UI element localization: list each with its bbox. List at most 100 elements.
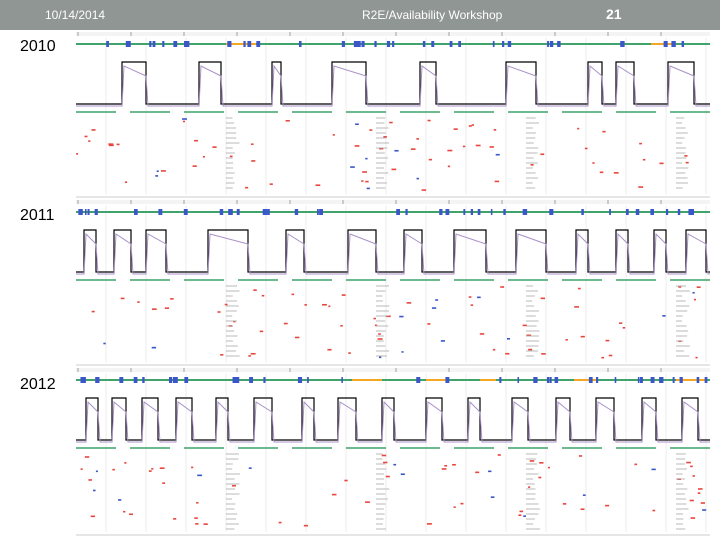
status-marker [620, 41, 625, 47]
event-marker [697, 492, 701, 494]
status-marker [247, 41, 252, 47]
event-marker [137, 301, 140, 303]
fill-trace [76, 397, 710, 441]
event-marker [479, 333, 485, 335]
event-marker [151, 346, 157, 349]
event-marker [696, 286, 701, 288]
event-marker [686, 461, 691, 464]
status-marker [133, 377, 138, 383]
status-marker [614, 377, 617, 383]
tick-strip [76, 32, 710, 36]
slide-header: 10/14/2014 R2E/Availability Workshop 21 [0, 0, 720, 30]
status-marker [78, 209, 83, 215]
event-marker [619, 322, 623, 324]
event-marker [622, 327, 626, 329]
event-marker [578, 455, 583, 457]
event-marker [574, 306, 579, 308]
event-marker [416, 138, 420, 140]
event-marker [684, 155, 688, 157]
status-marker [80, 377, 84, 383]
fill-trace [76, 229, 710, 273]
event-marker [124, 181, 128, 184]
timeline-panel-2011 [76, 200, 710, 368]
status-marker [659, 377, 664, 383]
status-marker [236, 209, 240, 215]
event-marker [322, 303, 327, 306]
event-marker [348, 352, 351, 354]
status-marker [470, 209, 473, 215]
status-marker [463, 209, 466, 215]
event-marker [440, 340, 446, 342]
event-marker [365, 501, 370, 503]
event-marker [490, 496, 495, 498]
status-marker [262, 209, 268, 215]
status-marker [162, 41, 165, 47]
event-marker [118, 499, 122, 501]
event-marker [477, 296, 481, 299]
event-marker [599, 171, 604, 174]
event-marker [344, 479, 348, 482]
event-marker [526, 334, 532, 337]
event-marker [659, 162, 664, 165]
status-marker [221, 209, 224, 215]
event-marker [690, 517, 696, 519]
event-marker [377, 338, 383, 340]
status-marker [149, 41, 152, 47]
event-marker [540, 297, 546, 300]
event-marker [399, 315, 404, 318]
status-marker [405, 209, 408, 215]
event-marker [539, 462, 544, 464]
event-marker [103, 342, 106, 345]
status-marker [298, 41, 302, 47]
status-marker [416, 377, 420, 383]
event-marker [427, 119, 431, 122]
event-marker [253, 289, 257, 291]
event-marker [229, 155, 233, 158]
event-marker [500, 286, 505, 288]
timeline-panel-2012 [76, 368, 710, 538]
event-marker [427, 323, 431, 325]
status-marker [386, 41, 391, 47]
event-marker [108, 143, 114, 145]
status-marker [84, 209, 87, 215]
status-marker [392, 41, 395, 47]
event-marker [605, 504, 610, 507]
status-marker [549, 377, 552, 383]
event-marker [90, 515, 96, 518]
timeline-plot-2012 [76, 368, 710, 536]
status-marker [307, 377, 309, 383]
status-marker [681, 41, 685, 47]
event-marker [245, 186, 249, 189]
event-marker [369, 129, 373, 131]
event-marker [116, 143, 120, 146]
event-marker [652, 509, 656, 512]
event-marker [294, 336, 300, 339]
event-marker [700, 502, 706, 504]
event-marker [695, 356, 698, 359]
status-marker [445, 377, 450, 383]
event-marker [693, 298, 696, 301]
event-marker [447, 165, 451, 168]
event-marker [452, 463, 456, 466]
status-marker [319, 209, 323, 215]
event-marker [332, 134, 335, 136]
status-marker [106, 41, 109, 47]
event-marker [540, 153, 545, 156]
status-marker [297, 377, 303, 383]
event-marker [162, 482, 166, 484]
event-marker [156, 170, 159, 173]
event-marker [194, 139, 198, 142]
event-marker [592, 162, 595, 164]
status-marker [341, 41, 345, 47]
event-marker [327, 348, 332, 351]
status-marker [356, 41, 361, 47]
event-marker [120, 297, 125, 300]
status-marker [134, 209, 138, 215]
event-marker [468, 125, 472, 127]
status-marker [235, 377, 240, 383]
event-marker [383, 461, 388, 464]
status-marker [679, 377, 683, 383]
event-marker [428, 158, 432, 161]
event-marker [685, 161, 689, 164]
event-marker [269, 183, 273, 185]
